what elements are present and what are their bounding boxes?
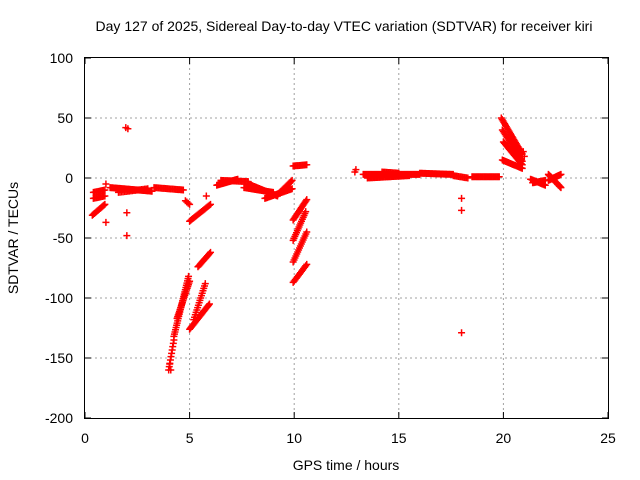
y-tick-label: -200 [45,410,73,426]
x-tick-label: 10 [286,430,302,446]
data-point [101,200,109,208]
data-point [166,360,174,368]
data-point [207,248,215,256]
data-point [557,170,565,178]
data-point [288,176,296,184]
data-point [303,196,311,204]
data-point [179,186,187,194]
chart-title: Day 127 of 2025, Sidereal Day-to-day VTE… [96,18,593,34]
data-point [144,185,152,193]
data-point [123,209,131,217]
data-point [395,169,403,177]
data-point [101,192,109,200]
x-tick-labels: 0 5 10 15 20 25 [81,430,616,446]
data-point [205,300,213,308]
data-point [102,218,110,226]
y-tick-label: -100 [45,290,73,306]
x-tick-label: 0 [81,430,89,446]
data-point [302,262,310,270]
data-point [205,301,213,309]
data-point [167,366,175,374]
data-point [207,200,215,208]
data-point [288,185,296,193]
data-point [102,180,110,188]
data-point [206,250,214,258]
data-point [458,194,466,202]
data-point [201,280,209,288]
data-point [495,173,503,181]
data-point [186,277,194,285]
y-tick-labels: 100 50 0 -50 -100 -150 -200 [45,50,73,426]
data-point [205,201,213,209]
x-axis-label: GPS time / hours [293,457,400,473]
data-point [186,200,194,208]
data-point [303,161,311,169]
x-tick-label: 20 [496,430,512,446]
data-point [518,164,526,172]
data-point [405,172,413,180]
y-tick-label: 0 [65,170,73,186]
data-point [464,174,472,182]
data-point [101,186,109,194]
y-tick-label: -150 [45,350,73,366]
data-point [557,184,565,192]
data-point [458,329,466,337]
data-point [287,177,295,185]
data-point [303,260,311,268]
data-point [458,206,466,214]
data-point [302,197,310,205]
data-point [148,187,156,195]
grid [85,58,608,418]
plot-frame [84,57,609,419]
data-point [520,152,528,160]
y-tick-label: 50 [57,110,73,126]
x-tick-label: 5 [186,430,194,446]
y-tick-label: -50 [53,230,73,246]
data-point [303,228,311,236]
data-point [351,168,359,176]
data-point [100,201,108,209]
data-point [302,208,310,216]
data-point [519,148,527,156]
data-point [185,272,193,280]
data-point [184,199,192,207]
data-point [202,192,210,200]
x-tick-label: 25 [600,430,616,446]
y-axis-label: SDTVAR / TECUs [5,182,21,294]
data-points [88,114,565,374]
y-tick-label: 100 [50,50,74,66]
data-point [124,125,132,133]
x-tick-label: 15 [391,430,407,446]
data-point [123,232,131,240]
